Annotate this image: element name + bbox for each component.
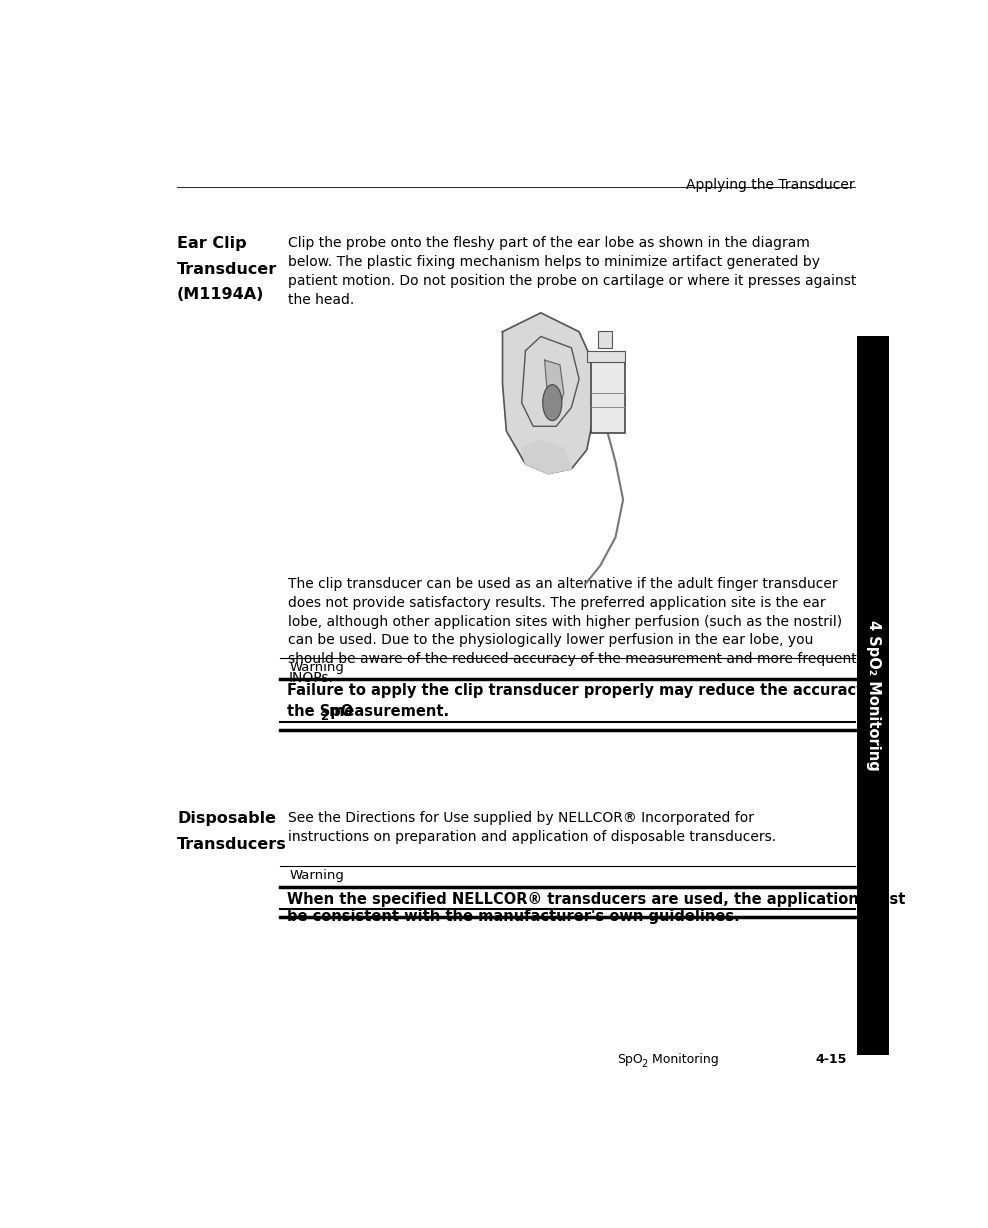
Text: Disposable: Disposable [177,812,276,826]
Text: Transducer: Transducer [177,262,278,276]
Bar [599,330,612,348]
Text: Monitoring: Monitoring [648,1054,718,1066]
Text: Transducers: Transducers [177,836,287,852]
Text: measurement.: measurement. [324,705,449,720]
Text: 2: 2 [641,1060,647,1070]
Polygon shape [522,441,571,474]
Bar [591,362,625,433]
Text: Warning: Warning [289,661,345,674]
Polygon shape [503,313,599,474]
Text: See the Directions for Use supplied by NELLCOR® Incorporated for
instructions on: See the Directions for Use supplied by N… [288,812,777,844]
Text: the SpO: the SpO [287,705,353,720]
Text: Ear Clip: Ear Clip [177,236,247,252]
Text: Failure to apply the clip transducer properly may reduce the accuracy of: Failure to apply the clip transducer pro… [287,684,886,699]
Text: Warning: Warning [289,869,345,882]
Text: 2: 2 [320,710,328,723]
Bar [857,336,889,1055]
Text: The clip transducer can be used as an alternative if the adult finger transducer: The clip transducer can be used as an al… [288,577,857,685]
Text: SpO: SpO [618,1054,643,1066]
Ellipse shape [542,384,562,421]
Bar [587,351,625,362]
Text: 4-15: 4-15 [816,1054,847,1066]
Text: Clip the probe onto the fleshy part of the ear lobe as shown in the diagram
belo: Clip the probe onto the fleshy part of t… [288,236,857,307]
Text: 4 SpO₂ Monitoring: 4 SpO₂ Monitoring [865,620,880,771]
Text: Applying the Transducer: Applying the Transducer [686,178,855,192]
Text: (M1194A): (M1194A) [177,287,265,302]
Polygon shape [544,360,564,416]
Text: When the specified NELLCOR® transducers are used, the application must
be consis: When the specified NELLCOR® transducers … [287,892,905,923]
